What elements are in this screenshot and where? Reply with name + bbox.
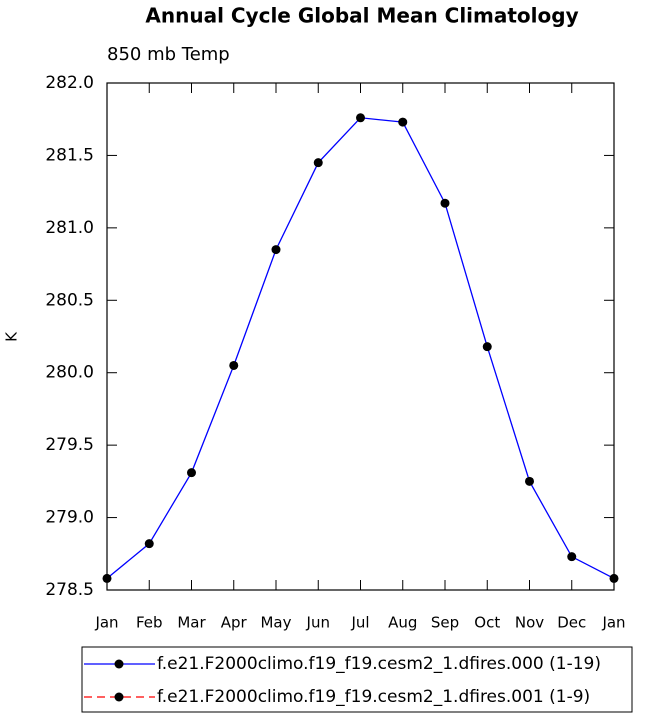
y-tick-label: 281.0: [45, 218, 94, 238]
y-axis-label: K: [3, 331, 21, 342]
x-tick-label: Oct: [474, 614, 500, 632]
data-point: [356, 113, 365, 123]
data-point: [482, 342, 492, 352]
x-tick-label: Jan: [94, 614, 118, 632]
legend-marker: [114, 692, 124, 702]
x-tick-label: Feb: [136, 614, 163, 632]
x-tick-label: Nov: [515, 614, 544, 632]
data-point: [313, 158, 323, 168]
chart-title: Annual Cycle Global Mean Climatology: [145, 4, 578, 28]
y-tick-label: 279.5: [45, 435, 94, 455]
y-tick-label: 278.5: [45, 580, 94, 600]
y-tick-label: 281.5: [45, 145, 94, 165]
data-point: [271, 245, 281, 255]
legend-box: [81, 646, 633, 713]
data-point: [609, 573, 619, 583]
data-point: [440, 198, 450, 208]
data-point: [187, 468, 196, 478]
x-tick-label: Mar: [177, 614, 206, 632]
y-tick-label: 280.5: [45, 290, 94, 310]
legend-label: f.e21.F2000climo.f19_f19.cesm2_1.dfires.…: [157, 654, 601, 674]
data-point: [102, 573, 112, 583]
x-tick-label: Jul: [350, 614, 369, 632]
x-tick-label: Aug: [388, 614, 417, 632]
plot-frame: [106, 82, 615, 591]
data-point: [525, 476, 534, 486]
y-tick-label: 282.0: [45, 73, 94, 93]
data-point: [567, 552, 577, 562]
x-tick-label: May: [260, 614, 291, 632]
data-point: [144, 539, 154, 549]
x-tick-label: Apr: [221, 614, 248, 632]
x-tick-label: Jun: [306, 614, 330, 632]
series-line: [106, 117, 615, 579]
legend-label: f.e21.F2000climo.f19_f19.cesm2_1.dfires.…: [157, 687, 590, 707]
x-tick-label: Sep: [431, 614, 459, 632]
data-point: [398, 117, 408, 127]
data-point: [229, 360, 239, 370]
y-tick-label: 280.0: [45, 363, 94, 383]
x-tick-label: Jan: [601, 614, 625, 632]
y-tick-label: 279.0: [45, 508, 94, 528]
legend-marker: [114, 659, 124, 669]
chart-subtitle: 850 mb Temp: [107, 44, 230, 65]
x-tick-label: Dec: [557, 614, 586, 632]
